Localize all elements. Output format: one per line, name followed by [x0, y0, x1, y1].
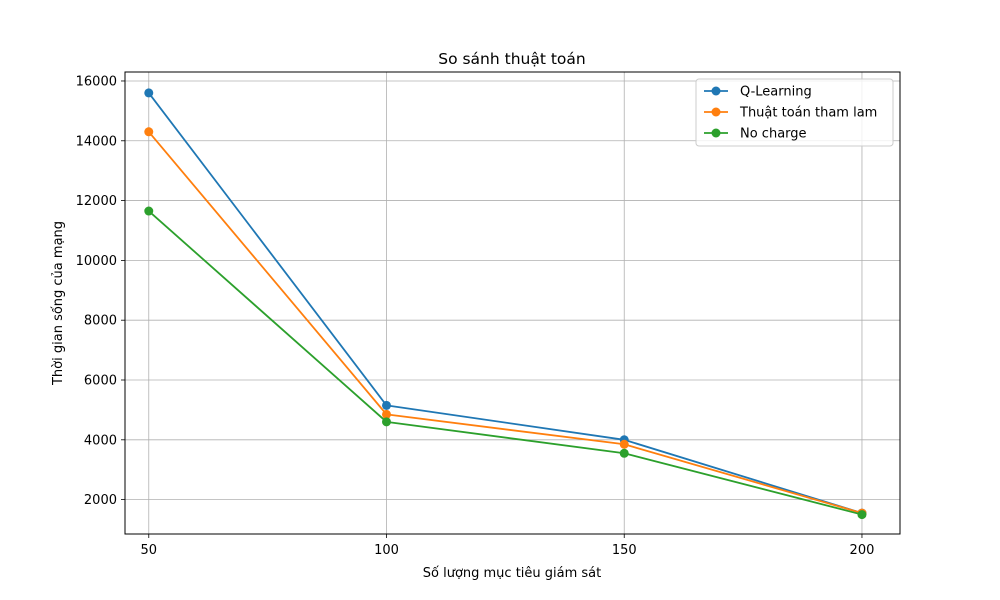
y-tick-label: 4000 [84, 433, 117, 448]
legend: Q-Learning Thuật toán tham lam No charge [695, 78, 894, 147]
x-tick-label: 200 [850, 543, 875, 558]
x-tick-label: 50 [140, 543, 157, 558]
series-3 [144, 206, 867, 520]
legend-entry: Thuật toán tham lam [704, 106, 877, 121]
plot-frame [124, 71, 901, 535]
x-axis-label: Số lượng mục tiêu giám sát [423, 566, 602, 581]
y-tick-label: 12000 [76, 194, 117, 209]
legend-label: Q-Learning [740, 85, 812, 100]
y-tick-label: 14000 [76, 134, 117, 149]
y-axis-label: Thời gian sống của mạng [51, 221, 66, 386]
y-tick-label: 6000 [84, 374, 117, 389]
y-tick-label: 8000 [84, 314, 117, 329]
y-tick-label: 10000 [76, 254, 117, 269]
legend-box [695, 78, 894, 147]
plot-series [144, 88, 867, 520]
x-tick-label: 150 [612, 543, 637, 558]
y-tick-label: 2000 [84, 493, 117, 508]
x-axis: 50 100 150 200 [140, 534, 874, 558]
data-point [144, 206, 154, 216]
legend-label: Thuật toán tham lam [739, 106, 877, 121]
data-point [144, 127, 154, 137]
legend-entry: No charge [704, 127, 807, 142]
data-point [382, 417, 392, 427]
data-point [382, 409, 392, 419]
data-point [857, 510, 867, 520]
legend-marker [711, 128, 721, 138]
series-line [148, 92, 863, 514]
data-point [144, 88, 154, 98]
y-tick-label: 16000 [76, 74, 117, 89]
legend-marker [711, 86, 721, 96]
data-point [382, 400, 392, 410]
chart-title: So sánh thuật toán [438, 50, 586, 68]
series-line [148, 210, 863, 516]
y-axis: 2000 4000 6000 8000 10000 12000 14000 16000 [76, 74, 125, 508]
legend-entry: Q-Learning [704, 85, 812, 100]
data-point [619, 448, 629, 458]
x-tick-label: 100 [374, 543, 399, 558]
legend-marker [711, 107, 721, 117]
data-point [619, 439, 629, 449]
legend-label: No charge [740, 127, 807, 142]
series-line [148, 131, 863, 514]
